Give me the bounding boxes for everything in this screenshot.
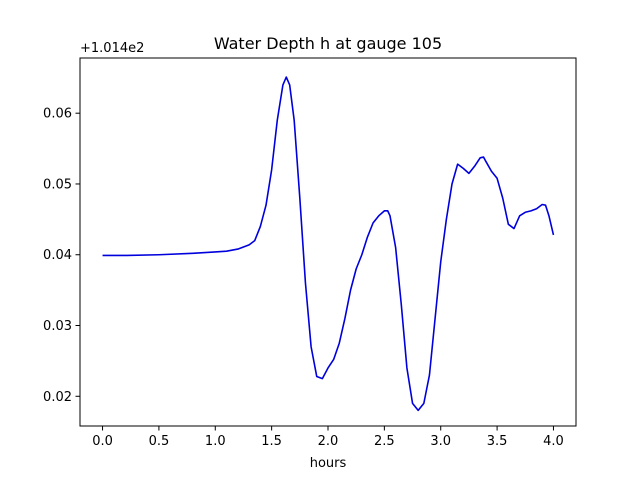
y-tick-label: 0.06 xyxy=(43,107,72,122)
x-tick-label: 1.5 xyxy=(261,434,282,449)
chart-title: Water Depth h at gauge 105 xyxy=(214,34,442,53)
y-tick-label: 0.02 xyxy=(43,390,72,405)
y-tick-label: 0.03 xyxy=(43,319,72,334)
x-tick-label: 2.5 xyxy=(374,434,395,449)
series-line-0 xyxy=(102,76,555,412)
x-tick-label: 3.5 xyxy=(487,434,508,449)
y-axis-offset-label: +1.014e2 xyxy=(80,41,144,56)
x-tick-label: 1.0 xyxy=(205,434,226,449)
series-layer xyxy=(102,76,555,412)
y-tick-label: 0.04 xyxy=(43,248,72,263)
x-tick-label: 3.0 xyxy=(430,434,451,449)
x-tick-label: 0.0 xyxy=(92,434,113,449)
x-tick-label: 0.5 xyxy=(149,434,170,449)
y-axis: 0.02 0.03 0.04 0.05 0.06 xyxy=(43,107,80,405)
y-tick-label: 0.05 xyxy=(43,177,72,192)
x-tick-label: 2.0 xyxy=(318,434,339,449)
x-tick-label: 4.0 xyxy=(543,434,564,449)
x-axis: 0.0 0.5 1.0 1.5 2.0 2.5 3.0 3.5 4.0 xyxy=(92,426,564,449)
x-axis-label: hours xyxy=(310,456,347,471)
